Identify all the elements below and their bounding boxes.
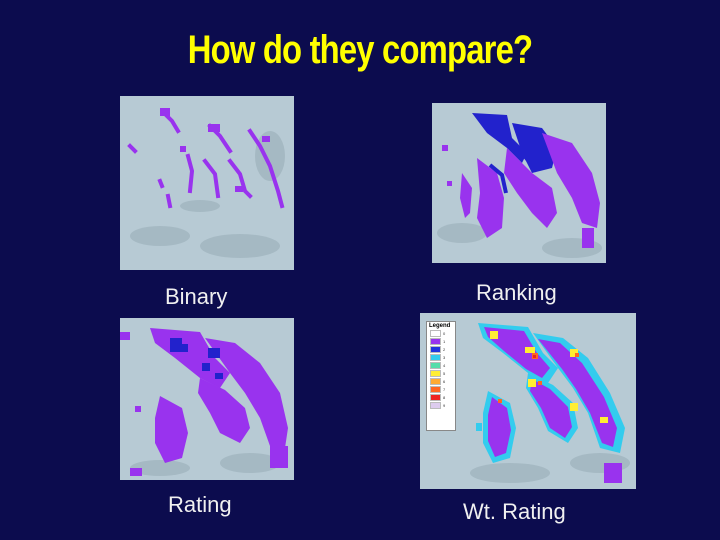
legend-label: 2 [443,346,446,352]
rating-map-image [120,318,294,480]
legend-swatch [430,385,441,393]
rating-caption: Rating [168,492,232,517]
legend-swatch [430,337,441,345]
ranking-map-image [432,103,606,263]
binary-caption: Binary [165,284,228,309]
legend-label: 8 [443,394,446,400]
binary-map-image [120,96,294,270]
legend-swatch [430,353,441,361]
legend-swatch [430,361,441,369]
legend-label: 7 [443,386,446,392]
legend-item: 2 [430,345,455,353]
legend-label: 9 [443,402,446,408]
legend-swatch [430,329,441,337]
legend-label: 1 [443,338,446,344]
legend-swatch [430,377,441,385]
legend-item: 0 [430,329,455,337]
slide-title: How do they compare? [187,28,533,72]
legend-item: 5 [430,369,455,377]
legend-item: 4 [430,361,455,369]
legend-swatch [430,369,441,377]
legend-label: 3 [443,354,446,360]
legend-swatch [430,345,441,353]
legend-item: 6 [430,377,455,385]
legend-item: 1 [430,337,455,345]
legend-swatch [430,393,441,401]
legend-label: 4 [443,362,446,368]
legend-item: 7 [430,385,455,393]
legend-label: 0 [443,330,446,336]
legend-item: 8 [430,393,455,401]
legend-label: 5 [443,370,446,376]
ranking-caption: Ranking [476,280,557,305]
weighted-rating-caption: Wt. Rating [463,499,566,524]
legend-item: 3 [430,353,455,361]
map-legend: Legend 0 1 2 3 4 5 6 7 8 9 [426,321,456,431]
legend-item: 9 [430,401,455,409]
legend-label: 6 [443,378,446,384]
weighted-rating-map-image: Legend 0 1 2 3 4 5 6 7 8 9 [420,313,636,489]
legend-swatch [430,401,441,409]
legend-title: Legend [429,323,451,329]
